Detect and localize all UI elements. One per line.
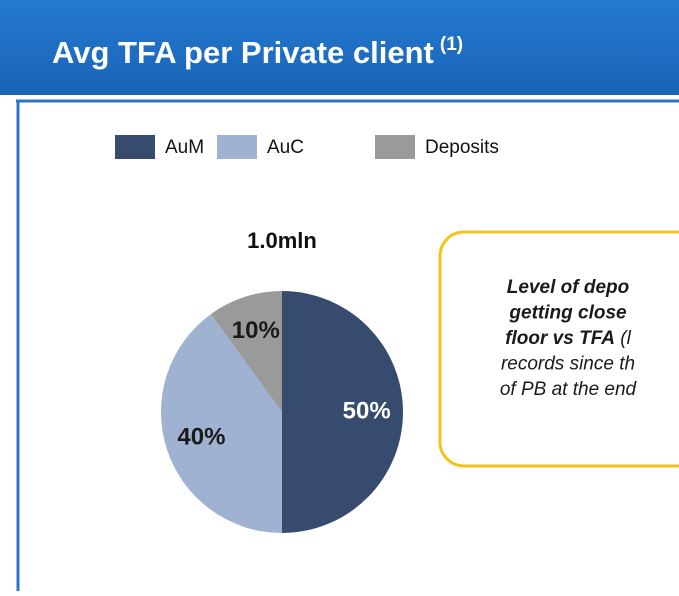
legend-label: Deposits [425,137,499,158]
title-note: (1) [440,34,463,55]
pie-slice [210,291,282,412]
callout-segment: Level of depo [507,277,629,298]
callout-segment: records since th [501,354,635,375]
page-title: Avg TFA per Private client (1) [52,34,463,70]
callout-segment: (l [615,328,632,349]
legend-swatch [217,135,257,159]
callout-box [438,230,679,468]
header-bar [0,0,679,95]
pie-slice [160,314,282,533]
pie-slice [282,291,403,533]
legend-label: AuM [165,137,204,158]
pie-total: 1.0mln [247,228,317,253]
legend-swatch [375,135,415,159]
slice-label: 10% [232,317,280,344]
title-text: Avg TFA per Private client [52,35,434,70]
callout-line: floor vs TFA (l [505,328,631,349]
slice-label: 40% [177,424,225,451]
callout-line: Level of depo [507,277,629,298]
callout-text: Level of depo getting close floor vs TFA (… [500,277,638,400]
callout-line: getting close [508,303,627,324]
callout-segment: of PB at the end [500,379,638,400]
callout-line: of PB at the end [500,379,638,400]
callout-line: records since th [501,354,635,375]
legend-label: AuC [267,137,304,158]
legend-swatch [115,135,155,159]
callout-segment: floor vs TFA [505,328,615,349]
callout-segment: getting close [508,303,627,324]
slice-label: 50% [343,397,391,424]
